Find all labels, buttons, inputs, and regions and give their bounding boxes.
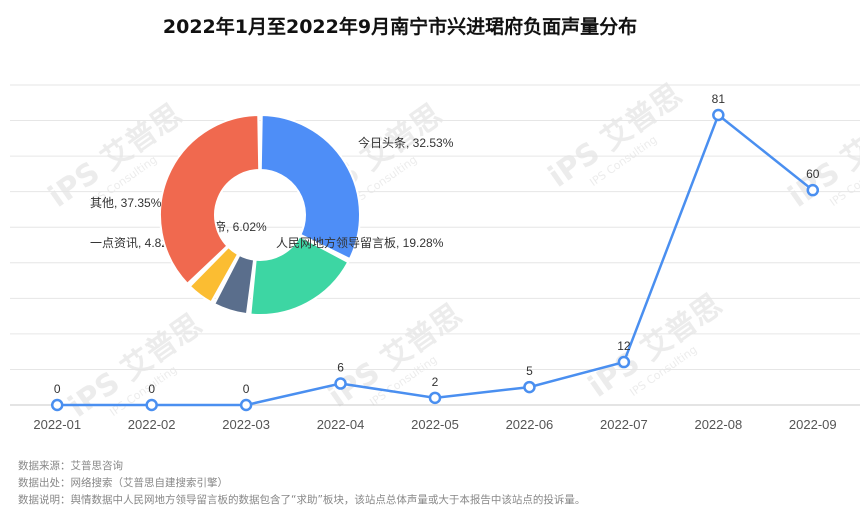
pie-slice [159,113,261,286]
data-label: 5 [526,364,533,378]
data-label: 6 [337,361,344,375]
data-point [239,398,253,412]
data-point [712,108,725,122]
data-label: 0 [148,382,155,396]
chart-canvas: 2022-01 2022-02 2022-03 2022-04 2022-05 2022-… [10,84,860,432]
x-tick-label: 2022-04 [317,417,365,432]
footer-note: 数据说明：舆情数据中人民网地方领导留言板的数据包含了“求助”板块，该站点总体声量… [18,494,586,506]
pie-slice [188,245,240,304]
data-point [806,183,820,197]
data-label: 0 [54,382,61,396]
chart-title: 2022年1月至2022年9月南宁市兴进珺府负面声量分布 [162,16,638,38]
data-label: 0 [243,382,250,396]
data-label: 81 [712,92,726,106]
pie-slice [212,253,256,316]
pie-label: 今日头条, 32.53% [358,135,454,150]
pie-label: 人民网地方领导留言板, 19.28% [276,235,444,250]
footer-origin: 数据出处：网络搜索（艾普思自建搜索引擎） [18,477,228,489]
footer: 数据来源：艾普思咨询 数据出处：网络搜索（艾普思自建搜索引擎） 数据说明：舆情数… [18,458,585,509]
data-point [50,398,64,412]
data-point [334,377,347,390]
pie-label: 一点资讯, 4.82% [90,236,179,250]
pie-label: 其他, 37.35% [90,196,162,210]
x-tick-label: 2022-01 [33,417,81,432]
data-point [523,380,536,394]
x-tick-label: 2022-08 [694,417,742,432]
data-point [428,391,442,405]
x-tick-label: 2022-05 [411,417,459,432]
data-label: 60 [806,167,820,181]
x-tick-label: 2022-02 [128,417,176,432]
data-point [617,355,631,369]
x-tick-label: 2022-07 [600,417,648,432]
x-tick-label: 2022-06 [506,417,554,432]
footer-source: 数据来源：艾普思咨询 [18,460,123,472]
pie-slice [259,113,361,261]
data-label: 12 [617,339,631,353]
data-point [145,398,158,412]
pie-slice [249,234,350,316]
x-tick-label: 2022-09 [789,417,837,432]
x-tick-label: 2022-03 [222,417,270,432]
data-label: 2 [432,375,439,389]
